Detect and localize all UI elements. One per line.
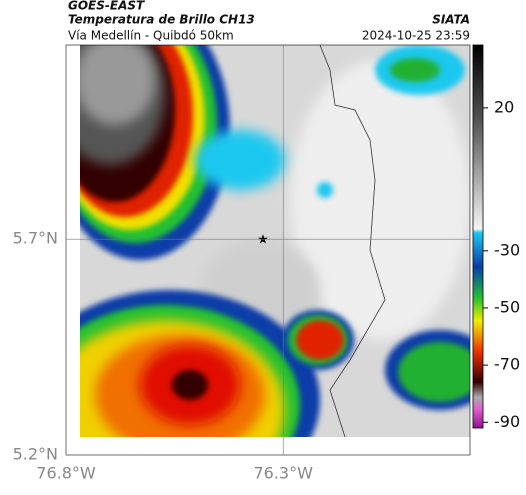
y-tick-label: 5.2°N — [13, 445, 58, 464]
timestamp: 2024-10-25 23:59 — [362, 29, 470, 43]
colorbar — [472, 44, 484, 429]
satellite-image — [80, 45, 470, 437]
source: GOES-EAST — [68, 0, 145, 13]
x-tick-label: 76.8°W — [36, 464, 96, 483]
colorbar-tick-label: -50 — [494, 297, 520, 316]
colorbar-tick-label: -90 — [494, 412, 520, 431]
org: SIATA — [432, 13, 470, 27]
title: Temperatura de Brillo CH13 — [68, 13, 255, 27]
colorbar-tick-label: -30 — [494, 240, 520, 259]
colorbar-tick-label: 20 — [494, 97, 514, 116]
subtitle: Vía Medellín - Quibdó 50km — [68, 29, 234, 43]
location-marker: ★ — [257, 233, 269, 248]
x-tick-label: 76.3°W — [253, 464, 313, 483]
y-tick-label: 5.7°N — [13, 229, 58, 248]
colorbar-tick-label: -70 — [494, 355, 520, 374]
